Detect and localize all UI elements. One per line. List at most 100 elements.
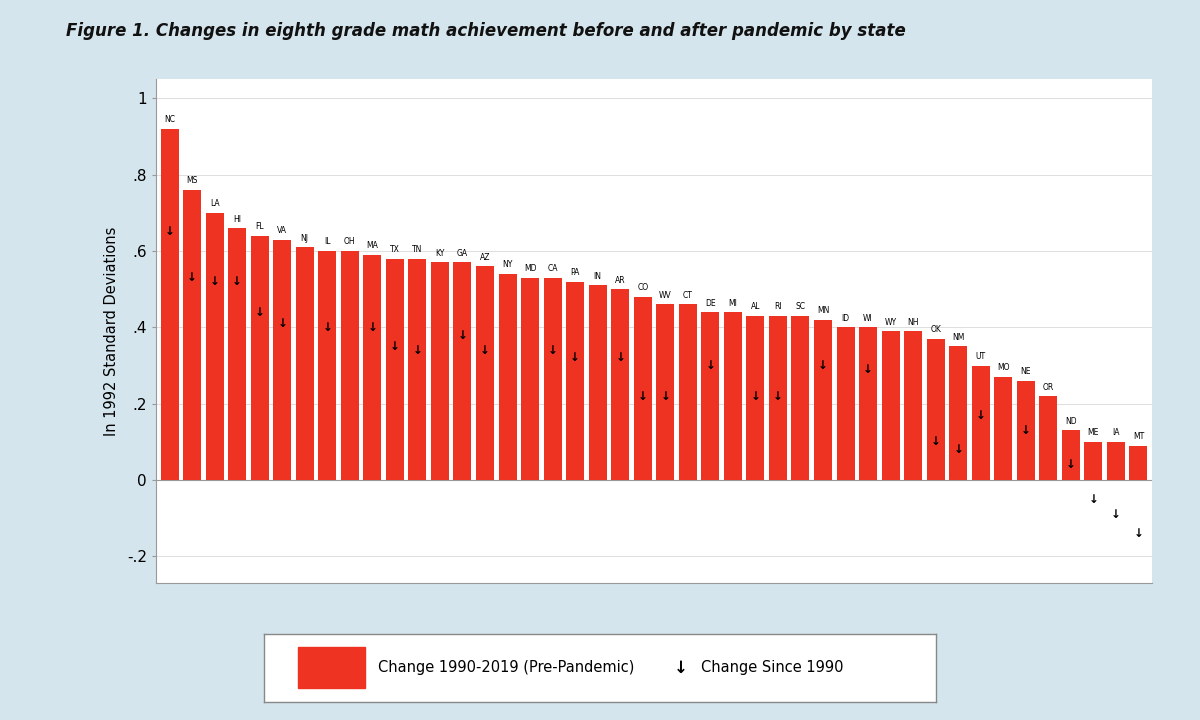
Text: MI: MI — [728, 299, 737, 307]
Bar — [1039, 396, 1057, 480]
Bar — [679, 305, 697, 480]
Bar — [205, 213, 223, 480]
Text: FL: FL — [256, 222, 264, 231]
Text: NY: NY — [503, 261, 512, 269]
Text: ↓: ↓ — [976, 409, 985, 422]
Bar — [611, 289, 629, 480]
Text: ↓: ↓ — [863, 363, 874, 376]
Text: AL: AL — [751, 302, 760, 311]
Text: ↓: ↓ — [254, 305, 264, 319]
Bar — [408, 258, 426, 480]
Bar — [454, 263, 472, 480]
Bar — [498, 274, 516, 480]
Text: TN: TN — [413, 245, 422, 254]
Text: AZ: AZ — [480, 253, 491, 261]
Text: ↓: ↓ — [547, 343, 558, 357]
Text: VA: VA — [277, 226, 287, 235]
Bar — [814, 320, 832, 480]
Text: ↓: ↓ — [953, 443, 964, 456]
Bar — [859, 328, 877, 480]
Bar — [476, 266, 494, 480]
Text: PA: PA — [570, 268, 580, 277]
Text: ↓: ↓ — [673, 659, 688, 677]
Text: ↓: ↓ — [187, 271, 197, 284]
Text: HI: HI — [233, 215, 241, 223]
Text: SC: SC — [796, 302, 805, 311]
Bar — [295, 247, 313, 480]
Text: IL: IL — [324, 238, 330, 246]
Bar — [882, 331, 900, 480]
Bar — [318, 251, 336, 480]
Text: NE: NE — [1020, 367, 1031, 377]
Text: MN: MN — [817, 306, 829, 315]
Text: ↓: ↓ — [164, 225, 174, 238]
Text: ↓: ↓ — [637, 390, 648, 402]
Text: ID: ID — [841, 314, 850, 323]
Text: ↓: ↓ — [818, 359, 828, 372]
Text: ↓: ↓ — [390, 340, 400, 353]
Text: ↓: ↓ — [931, 436, 941, 449]
Bar — [926, 339, 944, 480]
Text: Figure 1. Changes in eighth grade math achievement before and after pandemic by : Figure 1. Changes in eighth grade math a… — [66, 22, 906, 40]
Text: MT: MT — [1133, 432, 1144, 441]
Text: ↓: ↓ — [210, 275, 220, 288]
Text: ↓: ↓ — [277, 317, 287, 330]
Bar — [228, 228, 246, 480]
Text: CA: CA — [547, 264, 558, 273]
Text: GA: GA — [457, 249, 468, 258]
Bar — [724, 312, 742, 480]
Text: ↓: ↓ — [706, 359, 715, 372]
Text: ↓: ↓ — [457, 328, 467, 341]
Bar — [566, 282, 584, 480]
Text: ↓: ↓ — [367, 321, 377, 334]
Y-axis label: In 1992 Standard Deviations: In 1992 Standard Deviations — [103, 227, 119, 436]
Bar — [184, 190, 202, 480]
Bar — [274, 240, 292, 480]
Text: Change Since 1990: Change Since 1990 — [701, 660, 844, 675]
Bar — [656, 305, 674, 480]
Text: NM: NM — [952, 333, 965, 342]
Text: CT: CT — [683, 291, 692, 300]
Text: ↓: ↓ — [480, 343, 490, 357]
Text: ↓: ↓ — [1066, 459, 1076, 472]
Bar — [949, 346, 967, 480]
Text: ↓: ↓ — [413, 343, 422, 357]
Bar — [904, 331, 922, 480]
Text: ↓: ↓ — [750, 390, 761, 402]
Bar — [589, 285, 607, 480]
Bar — [521, 278, 539, 480]
Bar — [1129, 446, 1147, 480]
Bar — [836, 328, 854, 480]
Bar — [792, 316, 810, 480]
Text: ND: ND — [1066, 417, 1076, 426]
Text: DE: DE — [706, 299, 715, 307]
Bar — [544, 278, 562, 480]
Bar — [251, 235, 269, 480]
Text: MA: MA — [366, 241, 378, 251]
Bar — [701, 312, 719, 480]
Bar — [1106, 442, 1124, 480]
Text: RI: RI — [774, 302, 781, 311]
Text: IA: IA — [1112, 428, 1120, 437]
Text: NC: NC — [164, 115, 175, 125]
Text: MO: MO — [997, 364, 1009, 372]
Text: ↓: ↓ — [570, 351, 580, 364]
Text: ↓: ↓ — [1134, 527, 1144, 540]
Text: ↓: ↓ — [232, 275, 242, 288]
Text: NH: NH — [907, 318, 919, 327]
Text: WV: WV — [659, 291, 672, 300]
Text: ↓: ↓ — [660, 390, 671, 402]
Bar — [298, 647, 365, 688]
Text: UT: UT — [976, 352, 986, 361]
Text: ↓: ↓ — [1021, 424, 1031, 437]
Text: NJ: NJ — [301, 233, 308, 243]
Text: OH: OH — [344, 238, 355, 246]
Bar — [995, 377, 1013, 480]
Bar — [1016, 381, 1034, 480]
Bar — [161, 129, 179, 480]
Text: KY: KY — [436, 249, 445, 258]
Text: ↓: ↓ — [616, 351, 625, 364]
Text: ↓: ↓ — [773, 390, 782, 402]
Bar — [1062, 431, 1080, 480]
Text: ME: ME — [1087, 428, 1099, 437]
